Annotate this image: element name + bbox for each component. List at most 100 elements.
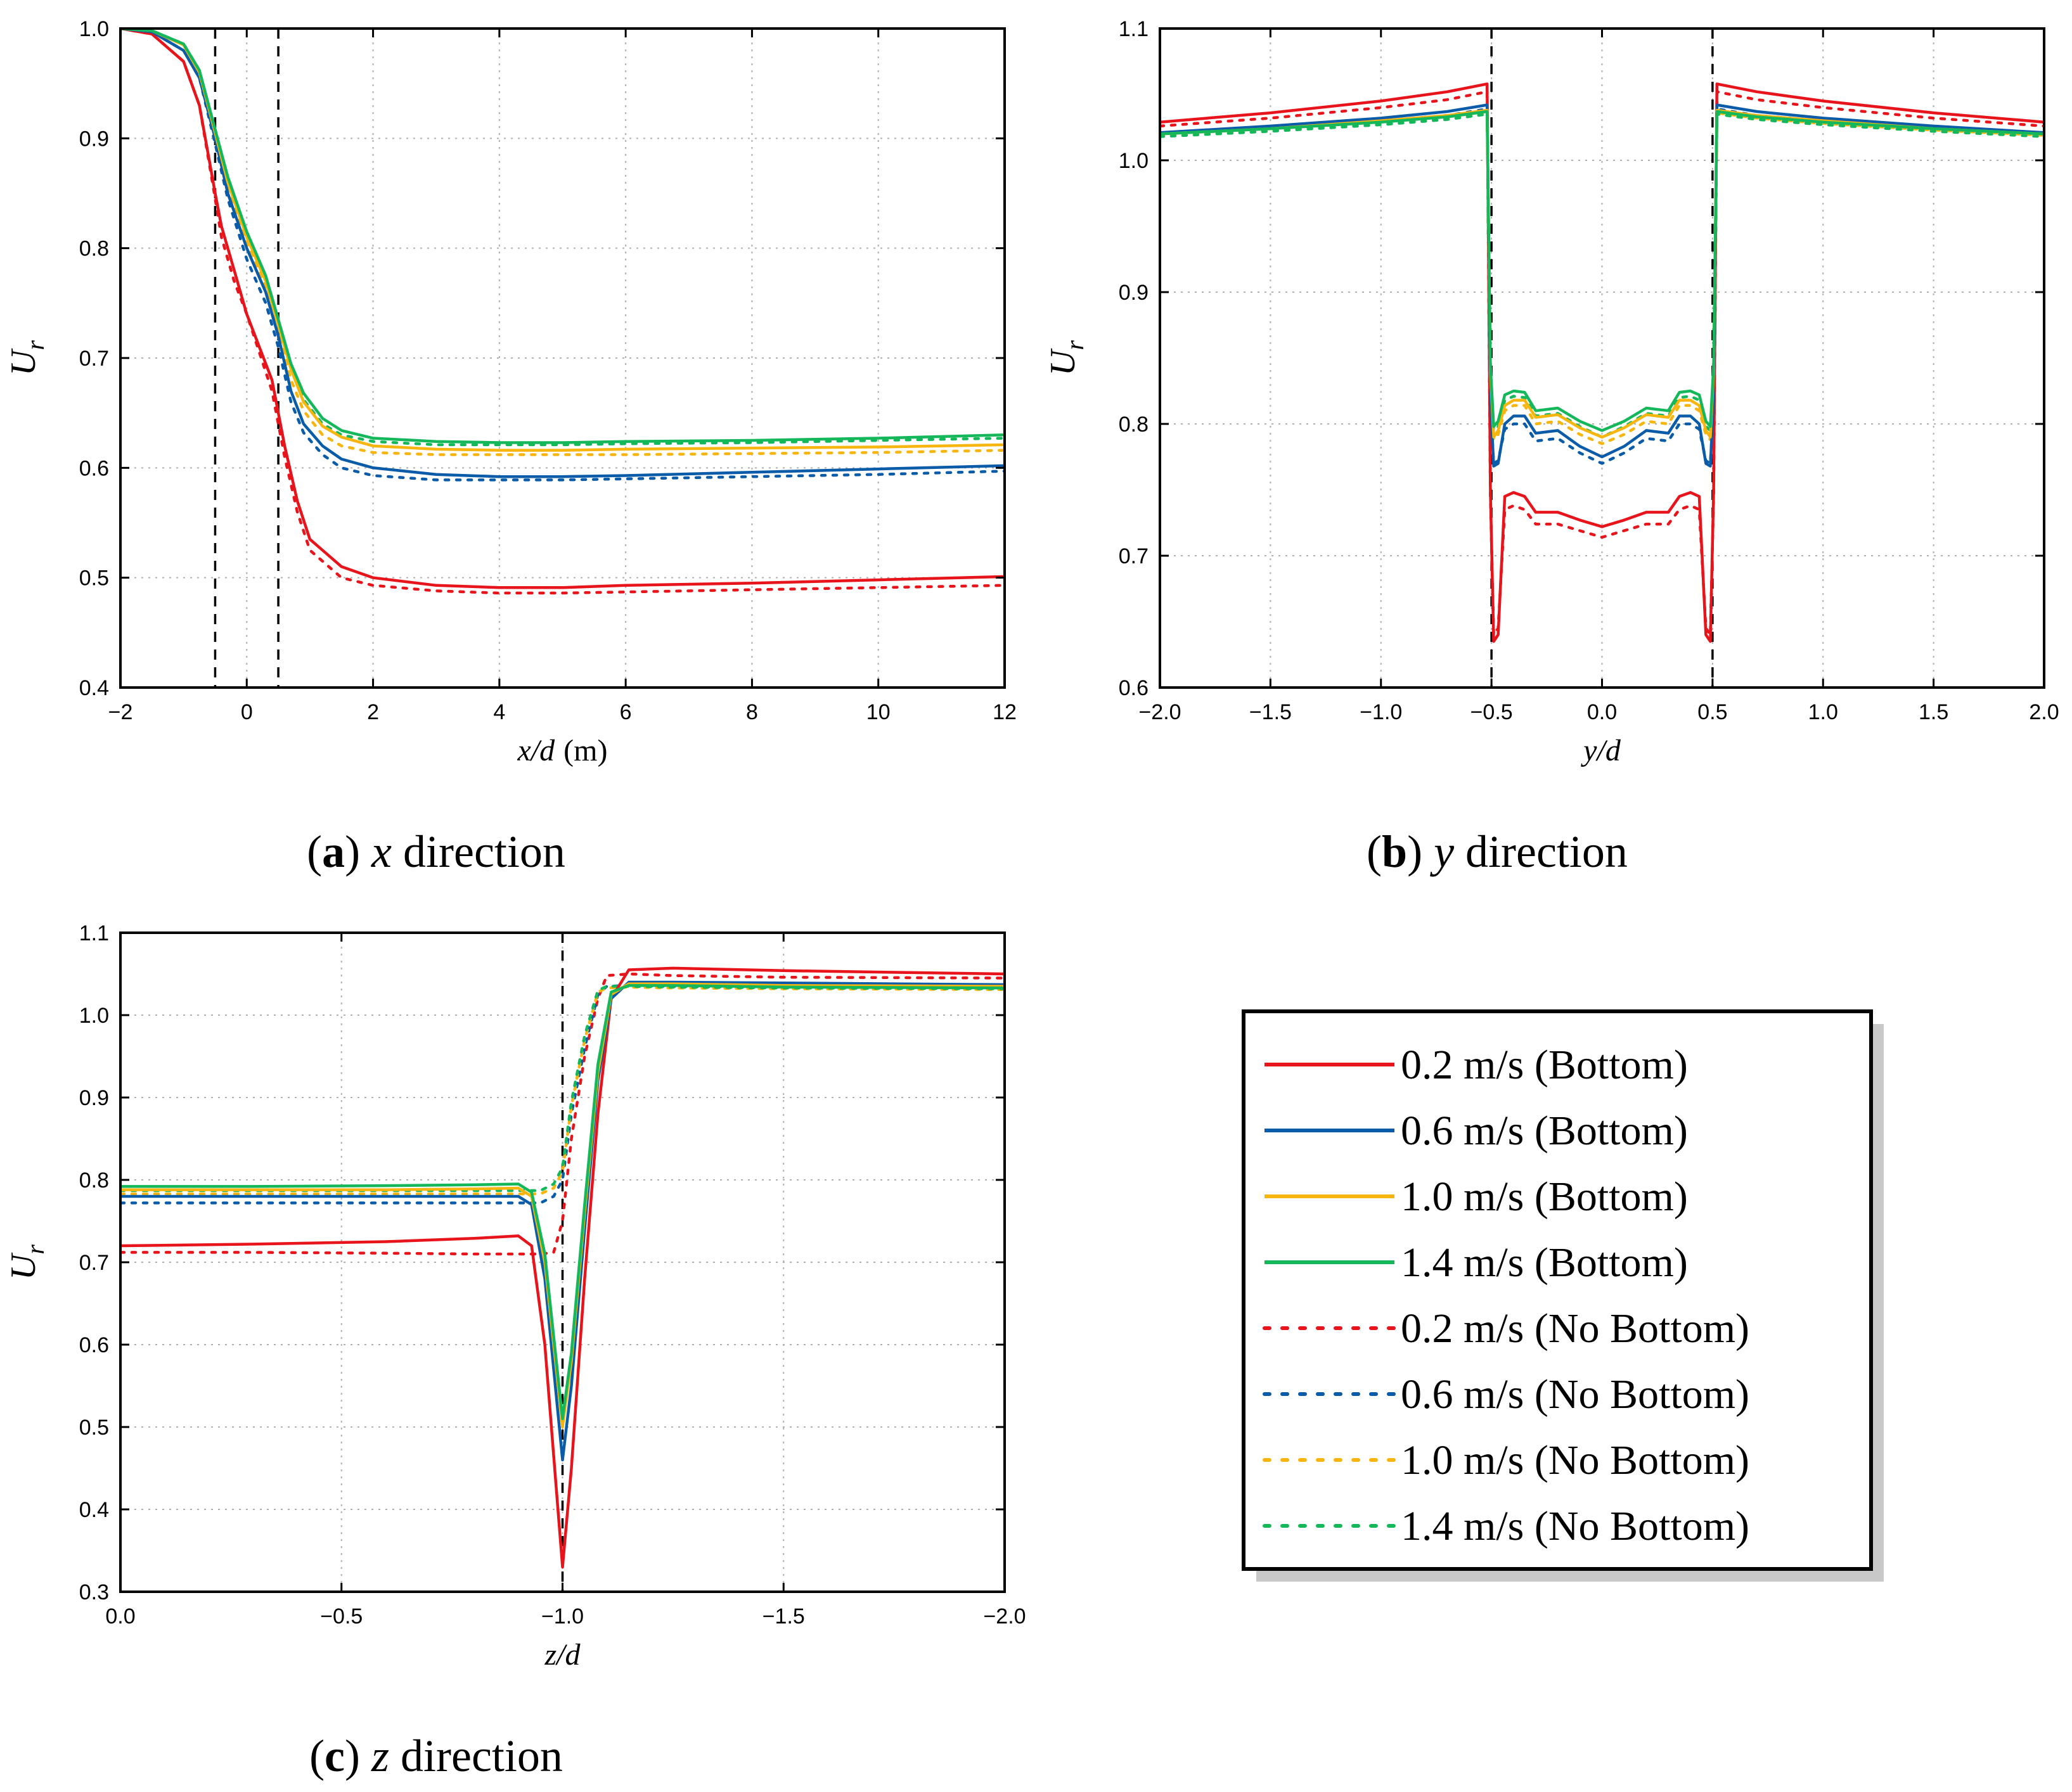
y-tick-label: 0.8 [1119,413,1149,437]
x-tick-label: 2.0 [2029,700,2059,724]
panel-b: −2.0 −1.5 −1.0 −0.5 0.0 0.5 1.0 1.5 2.0 0.6 0.7 0.8… [1043,17,2059,877]
series-line-1_0-dotted [120,29,1005,456]
x-axis-var: x/d [517,734,556,767]
y-axis-sub: r [1060,340,1089,350]
legend-item: 0.6 m/s (No Bottom) [1263,1371,1749,1418]
y-tick-label: 1.0 [1119,149,1149,173]
caption-var: y [1429,826,1454,877]
y-tick-label: 0.9 [79,1086,109,1110]
series-line-0_2-solid [1160,82,2044,643]
x-tick-label: −2.0 [1138,700,1181,724]
legend-label: 0.6 m/s (Bottom) [1401,1108,1688,1154]
legend-item: 1.0 m/s (No Bottom) [1263,1437,1749,1483]
x-tick-label: 0 [241,700,253,724]
panel-c: 0.0 −0.5 −1.0 −1.5 −2.0 0.3 0.4 0.5 0.6 0.7 0.8 0.9… [4,921,1026,1781]
x-tick-label: −0.5 [320,1604,363,1629]
y-axis-title: Ur [4,340,49,376]
caption-letter: a [322,826,345,877]
x-tick-label: −1.0 [541,1604,584,1629]
y-tick-label: 0.8 [79,1168,109,1193]
caption-paren-close: ) [345,826,371,877]
y-tick-label: 0.6 [1119,676,1149,700]
legend-label: 1.0 m/s (No Bottom) [1401,1437,1749,1483]
legend-label: 1.4 m/s (Bottom) [1401,1239,1688,1286]
y-tick-label: 1.1 [79,921,109,945]
x-axis-var: y/d [1580,734,1621,767]
caption-paren-close: ) [1407,826,1434,877]
caption-var: z [371,1731,389,1781]
series-line-1_4-dotted [120,29,1005,447]
caption-paren-open: ( [309,1731,325,1781]
legend-label: 1.4 m/s (No Bottom) [1401,1503,1749,1549]
legend-label: 0.6 m/s (No Bottom) [1401,1371,1749,1418]
y-tick-label: 0.4 [79,1498,109,1522]
x-axis-unit: (m) [563,734,607,767]
panel-caption: (c) z direction [309,1731,563,1781]
legend-items: 0.2 m/s (Bottom) 0.6 m/s (Bottom) 1.0 m/s … [1263,1042,1749,1549]
y-axis-title: Ur [1043,340,1089,376]
series-line-0_6-solid [120,980,1005,1462]
series-line-0_2-dotted [1160,90,2044,637]
x-tick-label: 12 [993,700,1017,724]
legend-item: 1.4 m/s (No Bottom) [1263,1503,1749,1549]
y-tick-label: 0.7 [79,347,109,371]
x-tick-label: 10 [866,700,891,724]
x-axis-title: y/d [1580,734,1621,767]
y-tick-label: 0.5 [79,566,109,591]
legend-item: 0.2 m/s (Bottom) [1264,1042,1688,1088]
caption-text: direction [1465,826,1628,877]
caption-paren-close: ) [345,1731,371,1781]
series-line-0_2-dotted [120,972,1005,1256]
series-line-0_2-solid [120,29,1005,589]
x-tick-label: 0.5 [1697,700,1727,724]
x-tick-label: 6 [620,700,632,724]
series-line-1_4-solid [120,983,1005,1421]
panel-caption: (b) y direction [1367,826,1628,877]
x-tick-label: 4 [493,700,505,724]
series-group [1160,82,2044,643]
legend: 0.2 m/s (Bottom) 0.6 m/s (Bottom) 1.0 m/s … [1242,1009,1884,1582]
caption-text: direction [403,826,565,877]
y-tick-label: 0.3 [79,1580,109,1604]
series-group [120,29,1005,595]
y-tick-label: 0.5 [79,1416,109,1440]
y-tick-label: 0.7 [1119,544,1149,568]
legend-item: 0.2 m/s (No Bottom) [1263,1305,1749,1352]
y-axis-title: Ur [4,1245,49,1280]
series-group [120,966,1005,1569]
y-axis-sub: r [21,1245,49,1255]
x-tick-label: 0.0 [105,1604,135,1629]
y-tick-label: 1.0 [79,17,109,41]
caption-text: direction [401,1731,563,1781]
y-tick-label: 0.6 [79,1333,109,1357]
legend-item: 0.6 m/s (Bottom) [1264,1108,1688,1154]
x-tick-label: −2.0 [983,1604,1026,1629]
y-tick-label: 0.9 [79,127,109,151]
y-tick-label: 1.1 [1119,17,1149,41]
y-axis-sub: r [21,340,49,350]
series-line-1_4-solid [1160,110,2044,432]
y-tick-label: 0.4 [79,676,109,700]
x-tick-label: −1.0 [1360,700,1402,724]
x-tick-label: 8 [746,700,758,724]
legend-label: 0.2 m/s (No Bottom) [1401,1305,1749,1352]
y-tick-label: 1.0 [79,1004,109,1028]
caption-var: x [371,826,392,877]
x-axis-title: z/d [544,1638,581,1672]
y-axis-base: U [4,348,43,376]
y-tick-label: 0.9 [1119,281,1149,305]
y-tick-label: 0.7 [79,1251,109,1275]
panel-a: −2 0 2 4 6 8 10 12 0.4 0.5 0.6 0.7 0.8 0.9 1.0 x/d (m) Ur… [4,17,1017,877]
y-tick-label: 0.8 [79,237,109,261]
grid [120,29,1005,688]
legend-item: 1.4 m/s (Bottom) [1264,1239,1688,1286]
x-axis-title: x/d (m) [517,734,608,767]
x-tick-label: −2 [108,700,133,724]
x-tick-label: 0.0 [1587,700,1617,724]
caption-letter: b [1382,826,1407,877]
series-line-0_6-dotted [120,29,1005,482]
x-tick-label: −1.5 [763,1604,805,1629]
series-line-1_0-dotted [120,985,1005,1196]
caption-paren-open: ( [1367,826,1382,877]
